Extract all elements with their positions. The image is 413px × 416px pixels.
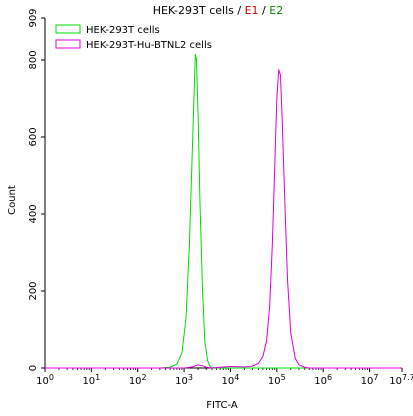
y-axis-label: Count (7, 185, 18, 215)
x-tick-label: 107 (361, 373, 379, 387)
legend: HEK-293T cells HEK-293T-Hu-BTNL2 cells (55, 24, 212, 51)
chart-title: HEK-293T cells / E1 / E2 (153, 4, 283, 17)
legend-swatch-hu-btnl2 (55, 39, 81, 49)
plot-area (44, 18, 402, 369)
series-line-hek293t (45, 53, 402, 369)
y-tick-label: 800 (28, 50, 39, 69)
x-tick-label: 106 (314, 373, 332, 387)
x-tick-label: 104 (222, 373, 240, 387)
series-layer (45, 53, 402, 369)
chart-title-e1: E1 (245, 4, 259, 17)
y-tick-label: 200 (28, 281, 39, 300)
y-axis-ticks: 0 200 400 600 800 909 (28, 8, 45, 371)
y-tick-label: 0 (28, 365, 39, 371)
y-tick-label: 909 (28, 8, 39, 27)
chart-title-e2: E2 (269, 4, 283, 17)
x-axis-ticks: 100 101 102 103 104 105 106 107 107.7 (36, 368, 413, 387)
series-line-hu-btnl2 (45, 69, 402, 369)
y-tick-label: 400 (28, 204, 39, 223)
x-tick-label: 100 (36, 373, 54, 387)
x-tick-label: 101 (82, 373, 100, 387)
chart-title-separator: / (259, 4, 270, 17)
legend-label-hek293t: HEK-293T cells (86, 25, 160, 36)
x-tick-label: 103 (175, 373, 193, 387)
legend-label-hu-btnl2: HEK-293T-Hu-BTNL2 cells (86, 40, 212, 51)
x-axis-label: FITC-A (206, 400, 238, 411)
legend-swatch-hek293t (55, 24, 81, 34)
x-tick-label: 107.7 (389, 373, 413, 387)
x-tick-label: 102 (129, 373, 147, 387)
x-tick-label: 105 (268, 373, 286, 387)
chart-title-prefix: HEK-293T cells / (153, 4, 245, 17)
y-tick-label: 600 (28, 127, 39, 146)
